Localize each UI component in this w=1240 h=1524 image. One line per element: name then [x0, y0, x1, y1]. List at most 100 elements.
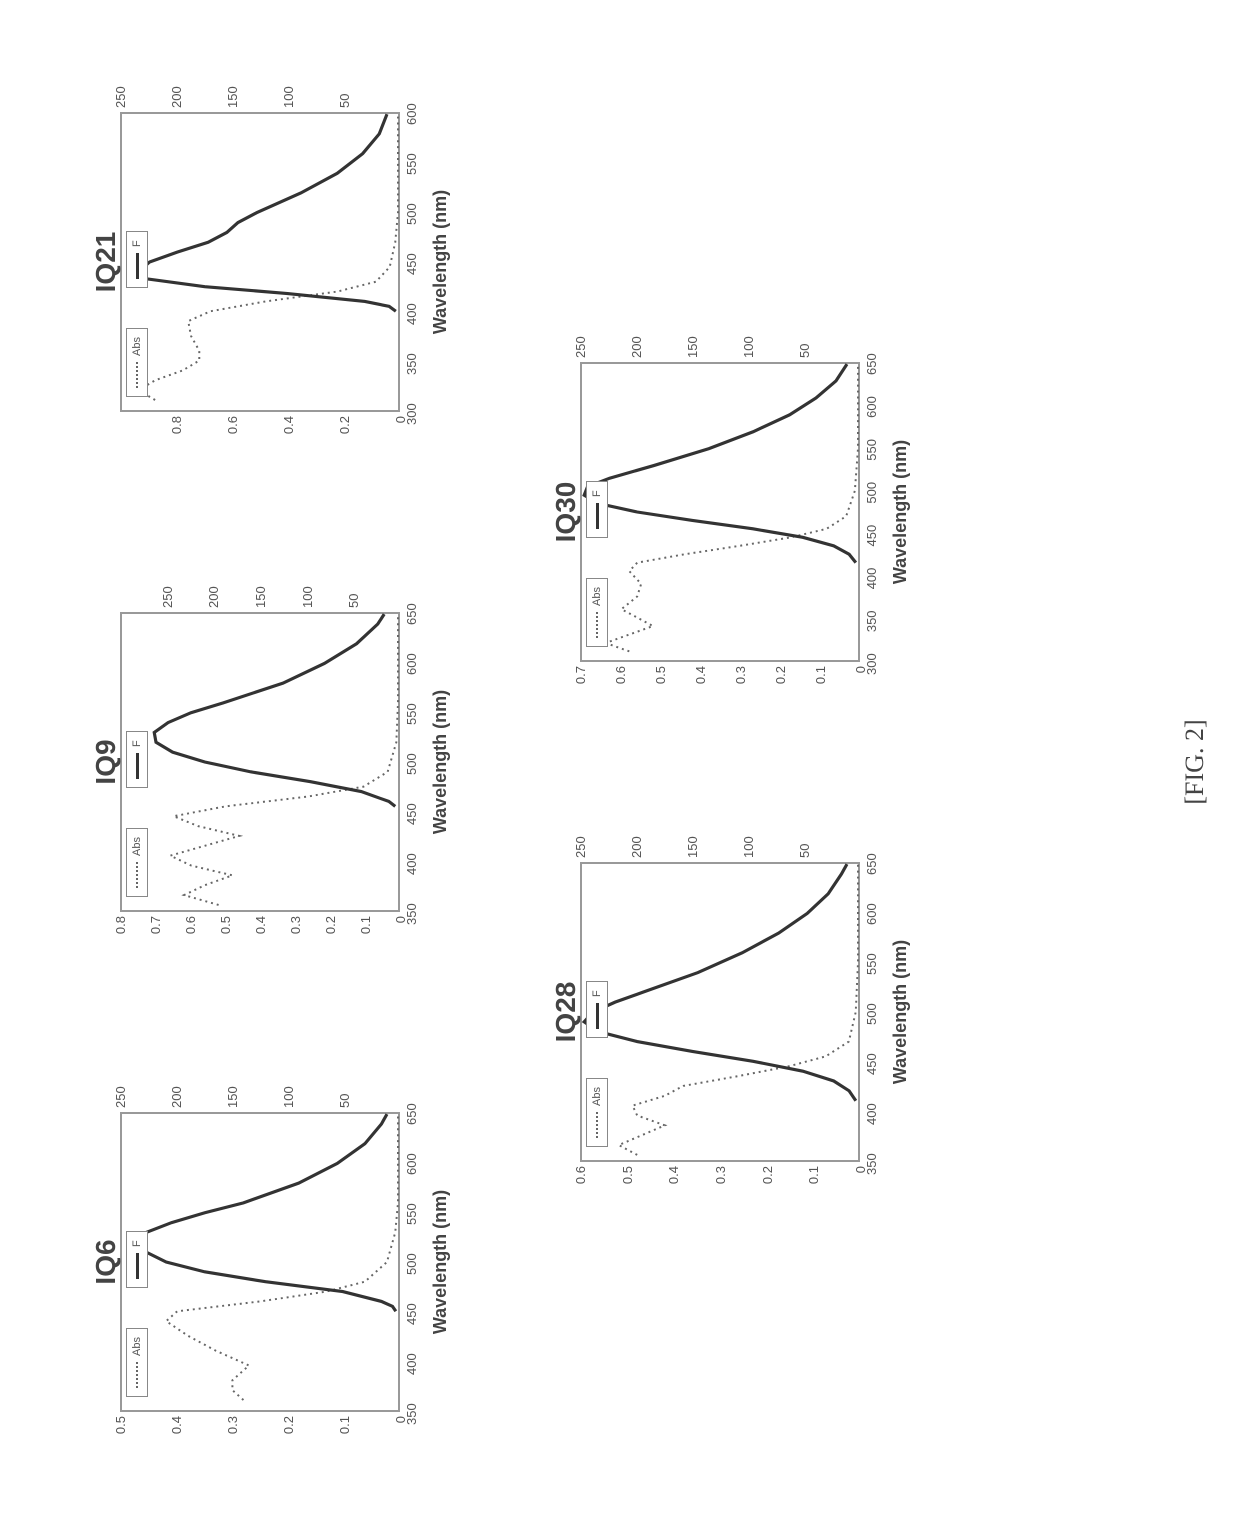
tick-label: 0.3	[713, 1166, 728, 1184]
tick-label: 0.2	[281, 1416, 296, 1434]
legend-line-icon	[596, 503, 599, 529]
legend-entry-f: F	[586, 481, 608, 538]
legend-line-icon	[136, 253, 139, 279]
legend-entry-abs: Abs	[126, 328, 148, 397]
tick-label: 0.2	[337, 416, 352, 434]
legend-line-icon	[136, 1253, 139, 1279]
tick-label: 250	[573, 336, 588, 358]
x-axis-ticks: 300350400450500550600	[404, 112, 424, 412]
tick-label: 450	[864, 525, 879, 547]
tick-label: 600	[404, 653, 419, 675]
curves-svg	[122, 1114, 398, 1410]
tick-label: 50	[797, 844, 812, 858]
curves-svg	[122, 614, 398, 910]
y-right-axis-ticks: 50100150200250	[120, 568, 400, 608]
tick-label: 200	[169, 86, 184, 108]
tick-label: 250	[113, 86, 128, 108]
f-curve	[584, 364, 856, 563]
legend-entry-f: F	[126, 731, 148, 788]
tick-label: 0.4	[169, 1416, 184, 1434]
tick-label: 450	[404, 803, 419, 825]
tick-label: 450	[864, 1053, 879, 1075]
legend-line-icon	[596, 1003, 599, 1029]
x-axis-label: Wavelength (nm)	[430, 112, 451, 412]
chart-title: IQ9	[90, 739, 122, 784]
tick-label: 150	[685, 336, 700, 358]
tick-label: 0.1	[358, 916, 373, 934]
tick-label: 0.8	[113, 916, 128, 934]
tick-label: 650	[404, 1103, 419, 1125]
tick-label: 0.4	[693, 666, 708, 684]
tick-label: 550	[864, 439, 879, 461]
tick-label: 50	[797, 344, 812, 358]
tick-label: 150	[253, 586, 268, 608]
legend-label: F	[131, 1240, 143, 1247]
tick-label: 0.5	[113, 1416, 128, 1434]
tick-label: 350	[404, 353, 419, 375]
chart-title: IQ28	[550, 982, 582, 1043]
tick-label: 550	[864, 953, 879, 975]
abs-curve	[170, 614, 398, 905]
tick-label: 550	[404, 1203, 419, 1225]
tick-label: 650	[864, 853, 879, 875]
tick-label: 100	[741, 336, 756, 358]
curves-svg	[582, 364, 858, 660]
tick-label: 0.6	[573, 1166, 588, 1184]
tick-label: 0.8	[169, 416, 184, 434]
legend-label: F	[131, 240, 143, 247]
legend: Abs F	[126, 231, 148, 397]
legend-entry-abs: Abs	[126, 828, 148, 897]
tick-label: 600	[864, 396, 879, 418]
chart-title: IQ6	[90, 1239, 122, 1284]
tick-label: 550	[404, 703, 419, 725]
tick-label: 0.3	[733, 666, 748, 684]
legend-line-icon	[136, 862, 138, 888]
legend-entry-f: F	[126, 1231, 148, 1288]
legend-label: Abs	[131, 337, 143, 356]
plot-area	[580, 862, 860, 1162]
plot-area	[120, 612, 400, 912]
tick-label: 0.6	[225, 416, 240, 434]
tick-label: 200	[169, 1086, 184, 1108]
y-right-axis-ticks: 50100150200250	[580, 318, 860, 358]
tick-label: 100	[741, 836, 756, 858]
y-left-axis-ticks: 00.10.20.30.40.50.60.70.8	[120, 916, 400, 952]
tick-label: 250	[113, 1086, 128, 1108]
legend-label: F	[591, 990, 603, 997]
tick-label: 350	[864, 610, 879, 632]
tick-label: 500	[404, 753, 419, 775]
tick-label: 0.5	[620, 1166, 635, 1184]
chart-panel-iq6: IQ6AbsF00.10.20.30.40.550100150200250350…	[60, 1042, 480, 1482]
tick-label: 0.7	[573, 666, 588, 684]
tick-label: 0.2	[773, 666, 788, 684]
legend-line-icon	[596, 612, 598, 638]
y-left-axis-ticks: 00.10.20.30.40.5	[120, 1416, 400, 1452]
tick-label: 50	[346, 594, 361, 608]
tick-label: 450	[404, 1303, 419, 1325]
x-axis-ticks: 350400450500550600650	[404, 1112, 424, 1412]
tick-label: 400	[864, 568, 879, 590]
tick-label: 50	[337, 1094, 352, 1108]
legend-line-icon	[136, 1362, 138, 1388]
legend-label: Abs	[131, 837, 143, 856]
chart-title: IQ30	[550, 482, 582, 543]
chart-row-1: IQ6 Abs F 00.10.20.30.40.5 50 100 150 200 250 350…	[60, 40, 480, 1484]
tick-label: 400	[404, 303, 419, 325]
legend: AbsF	[586, 981, 608, 1147]
tick-label: 200	[629, 836, 644, 858]
f-curve	[139, 114, 396, 311]
tick-label: 550	[404, 153, 419, 175]
chart-title: IQ21	[90, 232, 122, 293]
tick-label: 400	[864, 1103, 879, 1125]
tick-label: 350	[864, 1153, 879, 1175]
tick-label: 350	[404, 903, 419, 925]
tick-label: 250	[573, 836, 588, 858]
chart-panel-iq21: IQ21AbsF00.20.40.60.85010015020025030035…	[60, 42, 480, 482]
curves-svg	[122, 114, 398, 410]
tick-label: 100	[300, 586, 315, 608]
tick-label: 500	[404, 203, 419, 225]
tick-label: 50	[337, 94, 352, 108]
tick-label: 300	[404, 403, 419, 425]
legend-label: Abs	[591, 587, 603, 606]
abs-curve	[606, 364, 858, 651]
